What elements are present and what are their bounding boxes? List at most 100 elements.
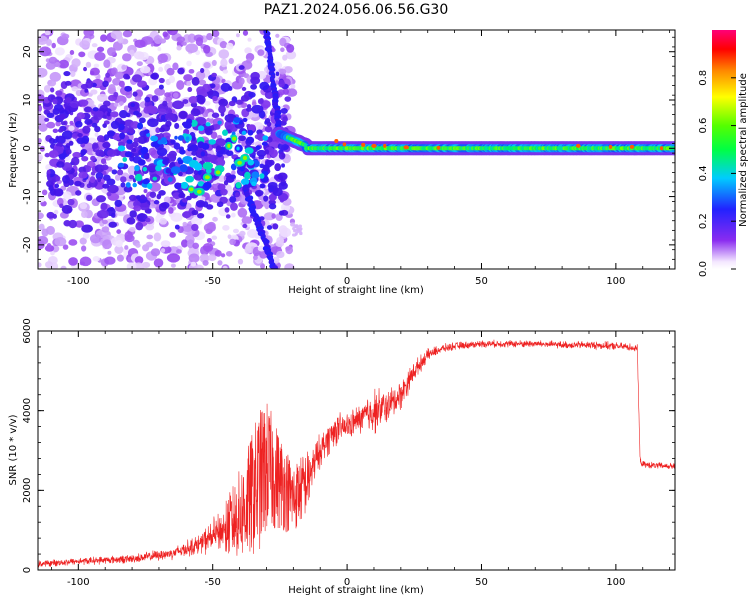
spectrogram-cell [113,102,119,107]
spectrogram-cell [100,158,107,165]
spectrogram-cell [264,149,270,155]
spectrogram-cell [174,122,180,129]
spectrogram-cell [157,108,167,115]
spectrogram-cell [55,90,63,96]
spectrogram-cell [206,221,216,230]
spectrogram-cell [191,223,199,231]
spectrogram-ytick-label: -20 [22,237,33,253]
spectrogram-cell [74,180,82,187]
spectrogram-cell [100,202,108,211]
spectrogram-ylabel: Frequency (Hz) [8,112,19,188]
spectrogram-cell [94,132,99,137]
spectrogram-cell [99,104,108,113]
spectrogram-cell [102,123,107,128]
spectrogram-cell [153,200,160,205]
spectrogram-cell [238,77,245,86]
spectrogram-cell [102,219,108,225]
spectrogram-cell [225,42,234,50]
spectrogram-cell [275,71,280,77]
spectrogram-cell [271,213,276,219]
spectrogram-cell [78,166,87,174]
spectrogram-cell [206,237,212,243]
spectrogram-cell [228,100,236,107]
spectrogram-cell [371,143,377,148]
spectrogram-cell [241,216,253,225]
spectrogram-cell [176,36,186,43]
spectrogram-cell [162,159,169,165]
spectrogram-cell [44,152,51,158]
spectrogram-cell [293,224,298,228]
spectrogram-cell [89,70,95,76]
spectrogram-cell [80,149,87,156]
spectrogram-cell [146,183,153,190]
spectrogram-cell [172,100,185,110]
spectrogram-cell [216,201,224,208]
spectrogram-cell [46,112,55,119]
spectrogram-cell [80,143,86,148]
spectrogram-cell [220,253,226,258]
spectrogram-cell [241,130,247,136]
spectrogram-cell [217,260,223,266]
spectrogram-cell [236,146,240,151]
spectrogram-cell [220,184,225,189]
spectrogram-cell [119,132,126,140]
spectrogram-cell [191,209,199,216]
spectrogram-cell [177,135,185,141]
spectrogram-cell [92,107,99,112]
spectrogram-cell [206,32,213,41]
spectrogram-cell [231,170,236,176]
spectrogram-cell [237,160,242,165]
spectrogram-cell [238,65,245,70]
spectrogram-cell [244,245,252,254]
spectrogram-cell [191,151,198,156]
spectrogram-cell [165,167,172,174]
spectrogram-cell [275,33,280,38]
spectrogram-cell [48,137,55,145]
spectrogram-cell [168,75,176,84]
spectrogram-cell [242,223,248,229]
spectrogram-cell [124,151,133,158]
spectrogram-cell [62,175,70,184]
spectrogram-cell [44,117,50,122]
spectrogram-cell [167,177,173,182]
spectrogram-cell [235,99,243,105]
spectrogram-cell [82,125,91,134]
spectrogram-cell [114,71,125,80]
spectrogram-cell [247,129,254,136]
spectrogram-cell [237,207,248,218]
spectrogram-cell [57,128,64,133]
spectrogram-cell [284,263,295,269]
spectrogram-cell [183,74,193,82]
spectrogram-cell [116,86,122,91]
spectrogram-cell [68,219,78,229]
spectrogram-cell [137,80,148,88]
spectrogram-cell [197,181,205,187]
spectrogram-cell [133,51,145,60]
spectrogram-image [38,30,675,269]
spectrogram-cell [174,135,178,140]
spectrogram-cell [162,31,168,38]
spectrogram-cell [203,181,212,189]
spectrogram-cell [68,140,74,146]
spectrogram-cell [48,56,58,64]
spectrogram-cell [123,185,133,193]
spectrogram-cell [128,129,135,134]
spectrogram-cell [220,58,228,68]
spectrogram-cell [172,62,179,71]
spectrogram-cell [133,205,142,212]
spectrogram-cell [107,130,115,137]
spectrogram-cell [211,112,220,119]
spectrogram-cell [123,105,129,112]
spectrogram-cell [191,135,196,141]
spectrogram-cell [45,261,53,269]
spectrogram-cell [170,166,181,174]
spectrogram-cell [248,125,255,131]
spectrogram-cell [83,106,93,113]
spectrogram-cell [235,181,242,189]
spectrogram-cell [172,92,179,99]
spectrogram-cell [58,153,66,160]
spectrogram-cell [242,30,249,36]
spectrogram-cell [142,178,150,185]
spectrogram-cell [270,266,278,269]
spectrogram-cell [192,242,200,249]
